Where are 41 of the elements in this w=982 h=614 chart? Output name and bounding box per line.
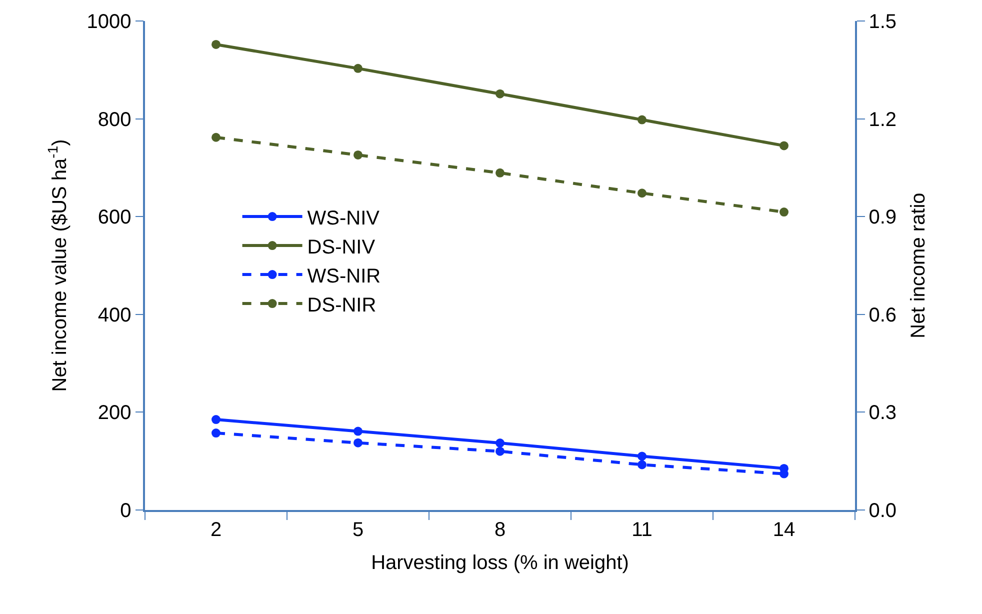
x-tick-label: 14 [772, 518, 796, 541]
y2-tick-label: 0.9 [868, 206, 897, 229]
point [212, 132, 220, 142]
x-tick-label: 2 [210, 518, 222, 541]
y2-tick-label: 0.3 [868, 402, 897, 424]
y-tick-label: 0 [120, 500, 132, 522]
point [496, 446, 504, 456]
y2-tick-label: 1.2 [868, 108, 897, 131]
point [496, 438, 504, 448]
legend-label: DS-NIR [307, 294, 376, 316]
point [638, 115, 646, 124]
y-tick-label: 400 [98, 304, 132, 326]
point [354, 64, 362, 73]
legend-label: DS-NIV [307, 236, 376, 258]
y-tick-label: 1000 [86, 11, 132, 33]
point [780, 208, 788, 217]
y2-tick-label: 1.5 [868, 11, 897, 33]
point [212, 428, 220, 438]
point [496, 168, 504, 178]
legend-label: WS-NIV [307, 207, 380, 230]
x-tick-label: 8 [494, 518, 506, 541]
x-tick-label: 5 [352, 518, 364, 541]
x-tick-label: 11 [632, 518, 652, 541]
y-tick-label: 600 [98, 206, 132, 229]
x-axis-title: Harvesting loss (% in weight) [371, 552, 629, 574]
legend-label: WS-NIR [307, 265, 381, 288]
y-tick-label: 200 [98, 402, 132, 424]
point [780, 141, 788, 150]
point [212, 415, 220, 424]
point [638, 452, 646, 461]
point [638, 188, 646, 198]
y2-tick-label: 0.0 [868, 500, 897, 522]
point [354, 438, 362, 448]
y-tick-label: 800 [98, 108, 132, 131]
point [638, 460, 646, 470]
point [354, 150, 362, 160]
point [212, 40, 220, 49]
point [496, 89, 504, 98]
y2-axis-title: Net income ratio [908, 192, 930, 338]
y2-tick-label: 0.6 [868, 304, 897, 326]
point [354, 426, 362, 436]
